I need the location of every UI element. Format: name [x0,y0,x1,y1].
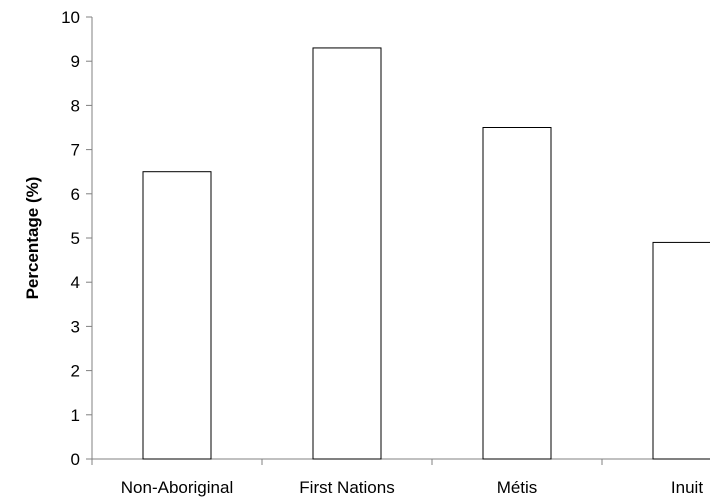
y-tick-labels: 0 1 2 3 4 5 6 7 8 9 10 [61,8,80,469]
x-tick-label: Métis [497,478,538,497]
x-tick-label: First Nations [299,478,394,497]
bars [142,47,710,460]
bar-inuit [652,241,710,460]
x-tick-label: Inuit [671,478,703,497]
y-tick-label: 8 [71,96,80,115]
y-axis-title: Percentage (%) [23,177,42,300]
bar-m-tis [482,127,552,460]
y-tick-label: 9 [71,52,80,71]
y-tick-label: 4 [71,273,80,292]
y-axis-ticks [86,16,92,460]
y-tick-label: 5 [71,229,80,248]
bar-non-aboriginal [142,171,212,460]
x-tick-labels: Non-Aboriginal First Nations Métis Inuit [121,478,704,497]
y-tick-label: 3 [71,317,80,336]
y-tick-label: 1 [71,406,80,425]
bar-first-nations [312,47,382,460]
y-tick-label: 2 [71,362,80,381]
y-tick-label: 7 [71,141,80,160]
y-tick-label: 10 [61,8,80,27]
y-tick-label: 6 [71,185,80,204]
x-axis-ticks [91,459,603,465]
y-tick-label: 0 [71,450,80,469]
x-tick-label: Non-Aboriginal [121,478,233,497]
